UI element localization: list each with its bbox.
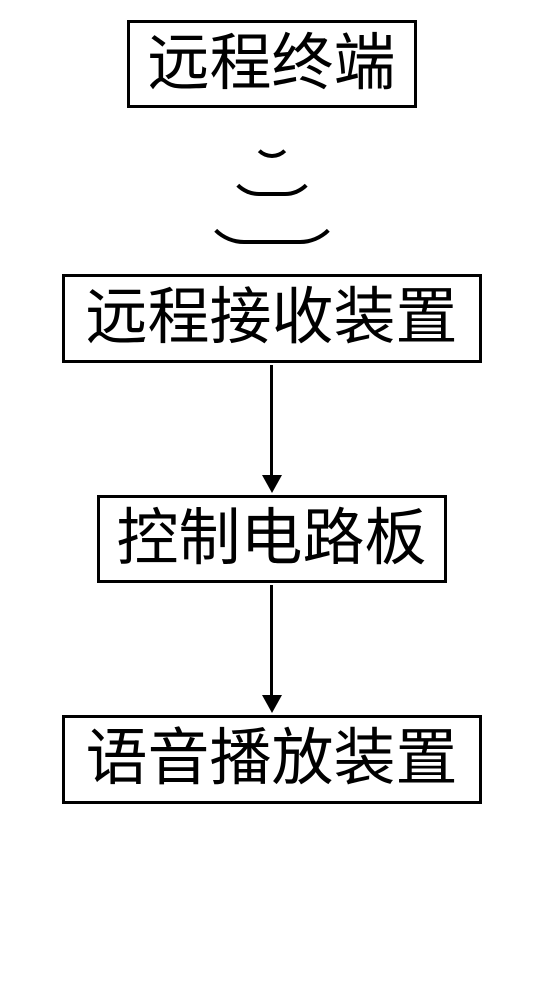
arrow-connector: [262, 365, 282, 493]
node-voice-player: 语音播放装置: [62, 715, 482, 803]
arrow-connector: [262, 585, 282, 713]
node-control-board: 控制电路板: [97, 495, 447, 583]
wireless-arc-medium: [227, 164, 317, 196]
node-label: 远程终端: [142, 27, 402, 101]
wireless-connection-icon: [202, 138, 342, 244]
node-label: 控制电路板: [112, 502, 432, 576]
node-remote-terminal: 远程终端: [127, 20, 417, 108]
node-label: 语音播放装置: [77, 722, 467, 796]
node-label: 远程接收装置: [77, 281, 467, 355]
arrow-head-icon: [262, 695, 282, 713]
arrow-line: [270, 365, 273, 475]
wireless-arc-small: [252, 138, 292, 158]
arrow-head-icon: [262, 475, 282, 493]
arrow-line: [270, 585, 273, 695]
node-remote-receiver: 远程接收装置: [62, 274, 482, 362]
flowchart-diagram: 远程终端 远程接收装置 控制电路板 语音播放装置: [62, 20, 482, 804]
wireless-arc-large: [202, 202, 342, 244]
